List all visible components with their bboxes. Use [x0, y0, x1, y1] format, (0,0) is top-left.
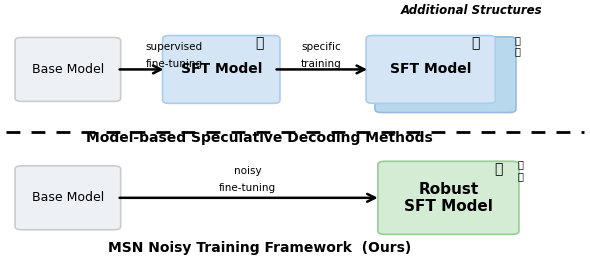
Text: 📘: 📘: [471, 36, 479, 50]
Text: 📘: 📘: [494, 162, 503, 176]
Text: training: training: [301, 59, 342, 69]
Text: Additional Structures: Additional Structures: [401, 4, 543, 17]
Text: supervised: supervised: [146, 42, 202, 52]
FancyBboxPatch shape: [366, 36, 495, 103]
Text: Base Model: Base Model: [32, 63, 104, 76]
Text: fine-tuning: fine-tuning: [219, 183, 276, 193]
Text: MSN Noisy Training Framework  (Ours): MSN Noisy Training Framework (Ours): [108, 242, 411, 255]
Text: Model-based Speculative Decoding Methods: Model-based Speculative Decoding Methods: [86, 131, 433, 145]
Text: SFT Model: SFT Model: [181, 62, 262, 77]
Text: SFT Model: SFT Model: [390, 62, 471, 77]
Text: 🚀
🔥: 🚀 🔥: [514, 35, 520, 56]
FancyBboxPatch shape: [162, 36, 280, 103]
FancyBboxPatch shape: [15, 166, 120, 230]
Text: noisy: noisy: [234, 166, 261, 176]
FancyBboxPatch shape: [15, 37, 120, 101]
Text: Robust
SFT Model: Robust SFT Model: [404, 182, 493, 214]
FancyBboxPatch shape: [378, 161, 519, 234]
Text: Base Model: Base Model: [32, 191, 104, 204]
Text: 📘: 📘: [255, 36, 264, 50]
Text: specific: specific: [301, 42, 342, 52]
FancyBboxPatch shape: [375, 37, 516, 113]
Text: 🚀
🔥: 🚀 🔥: [518, 159, 523, 181]
Text: fine-tuning: fine-tuning: [146, 59, 202, 69]
